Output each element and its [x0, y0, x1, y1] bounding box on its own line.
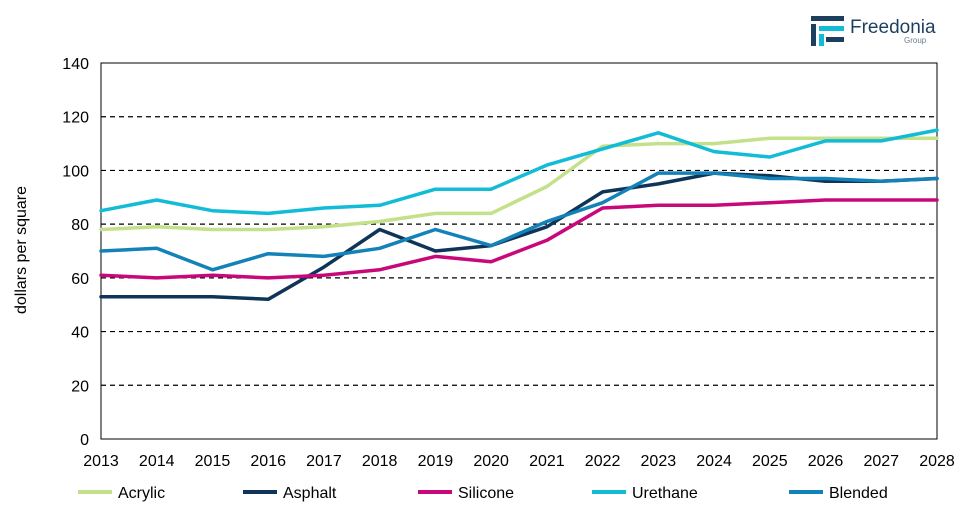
legend-label: Blended — [829, 485, 888, 502]
y-tick-label: 0 — [80, 432, 89, 449]
legend-label: Acrylic — [118, 485, 165, 502]
y-tick-label: 20 — [71, 378, 89, 395]
x-tick-label: 2019 — [418, 453, 454, 470]
y-axis-label: dollars per square — [13, 186, 30, 314]
y-tick-label: 140 — [62, 56, 89, 73]
series-lines — [99, 128, 939, 302]
x-tick-label: 2028 — [919, 453, 955, 470]
x-tick-label: 2027 — [863, 453, 899, 470]
legend: Acrylic Asphalt Silicone Urethane Blended — [78, 485, 888, 502]
x-tick-label: 2018 — [362, 453, 398, 470]
x-tick-label: 2015 — [195, 453, 231, 470]
series-line-silicone — [99, 198, 939, 280]
x-tick-label: 2023 — [641, 453, 677, 470]
x-tick-label: 2022 — [585, 453, 621, 470]
y-tick-label: 40 — [71, 325, 89, 342]
x-tick-label: 2025 — [752, 453, 788, 470]
y-tick-label: 60 — [71, 271, 89, 288]
x-tick-label: 2017 — [306, 453, 342, 470]
x-tick-label: 2026 — [808, 453, 844, 470]
y-tick-label: 80 — [71, 217, 89, 234]
x-tick-label: 2016 — [250, 453, 286, 470]
freedonia-logo: Freedonia Group — [811, 16, 936, 46]
legend-label: Silicone — [458, 485, 514, 502]
logo-sub: Group — [904, 36, 927, 45]
series-line-acrylic — [99, 136, 939, 232]
x-tick-label: 2014 — [139, 453, 175, 470]
y-tick-label: 100 — [62, 163, 89, 180]
series-line-asphalt — [99, 171, 939, 302]
x-tick-label: 2013 — [83, 453, 119, 470]
y-axis-ticks: 0 20 40 60 80 100 120 140 — [62, 56, 89, 449]
x-tick-label: 2024 — [696, 453, 732, 470]
legend-label: Urethane — [632, 485, 698, 502]
series-line-blended — [99, 171, 939, 272]
logo-name: Freedonia — [850, 17, 936, 38]
legend-label: Asphalt — [283, 485, 337, 502]
x-tick-label: 2020 — [473, 453, 509, 470]
x-tick-label: 2021 — [529, 453, 565, 470]
logo-mark-icon — [811, 16, 844, 46]
y-tick-label: 120 — [62, 110, 89, 127]
x-axis-ticks: 2013 2014 2015 2016 2017 2018 2019 2020 2021 2022… — [83, 453, 955, 470]
series-line-urethane — [99, 128, 939, 216]
